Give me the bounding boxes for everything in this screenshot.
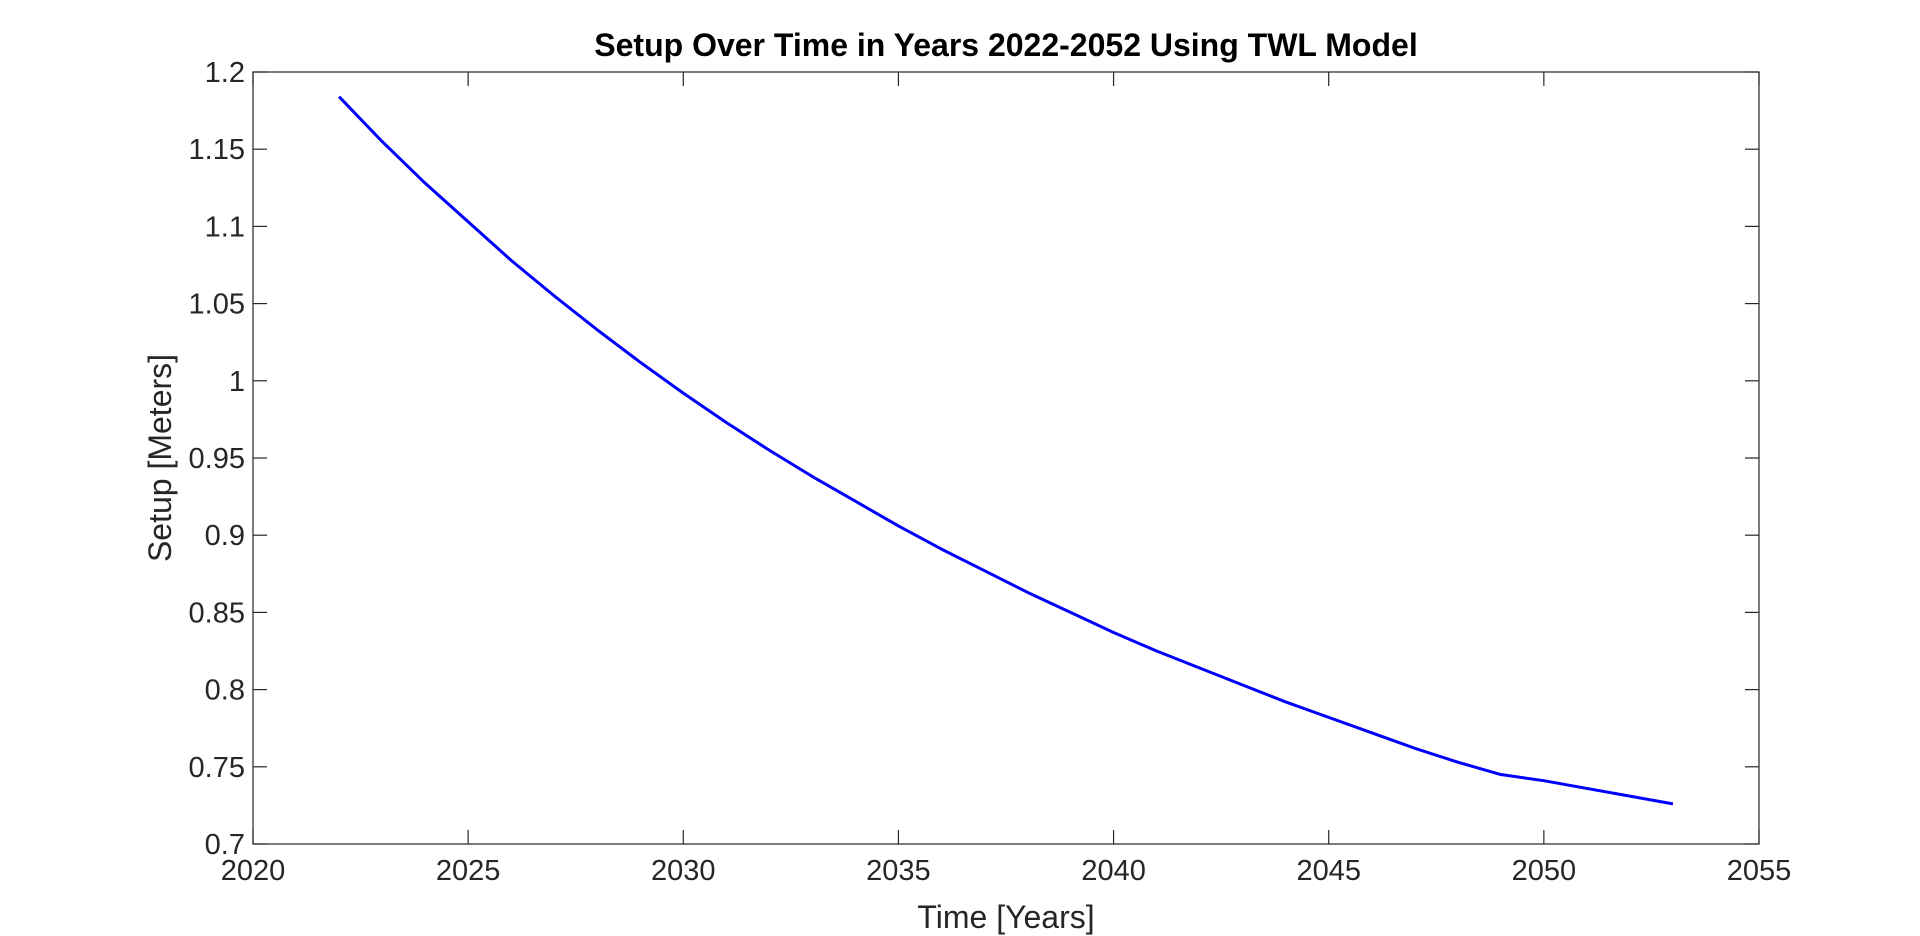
x-tick-label: 2050 xyxy=(1512,855,1577,887)
x-axis: 2020 2025 2030 2035 2040 2045 2050 2055 xyxy=(221,72,1792,887)
y-tick-label: 0.95 xyxy=(189,443,245,475)
series-line xyxy=(337,95,1674,806)
y-tick-label: 0.9 xyxy=(205,520,245,552)
y-tick-label: 1.2 xyxy=(205,57,245,89)
chart-title: Setup Over Time in Years 2022-2052 Using… xyxy=(594,27,1417,63)
y-axis-label: Setup [Meters] xyxy=(142,354,178,562)
x-tick-label: 2040 xyxy=(1081,855,1146,887)
x-tick-label: 2020 xyxy=(221,855,286,887)
y-tick-label: 0.7 xyxy=(205,829,245,861)
x-tick-label: 2025 xyxy=(436,855,501,887)
plot-area xyxy=(252,71,1760,845)
x-tick-label: 2045 xyxy=(1296,855,1361,887)
series-layer xyxy=(337,95,1674,806)
y-tick-label: 1 xyxy=(229,366,245,398)
x-tick-label: 2035 xyxy=(866,855,931,887)
y-tick-label: 1.05 xyxy=(189,289,245,321)
x-tick-label: 2030 xyxy=(651,855,716,887)
y-tick-label: 0.75 xyxy=(189,752,245,784)
y-tick-label: 0.85 xyxy=(189,597,245,629)
x-axis-label: Time [Years] xyxy=(917,899,1094,935)
y-tick-label: 1.15 xyxy=(189,134,245,166)
y-tick-label: 1.1 xyxy=(205,211,245,243)
x-tick-label: 2055 xyxy=(1727,855,1792,887)
y-tick-label: 0.8 xyxy=(205,675,245,707)
y-axis: 0.7 0.75 0.8 0.85 0.9 0.95 1 1.05 1.1 1.15 1.2 xyxy=(189,57,1759,861)
